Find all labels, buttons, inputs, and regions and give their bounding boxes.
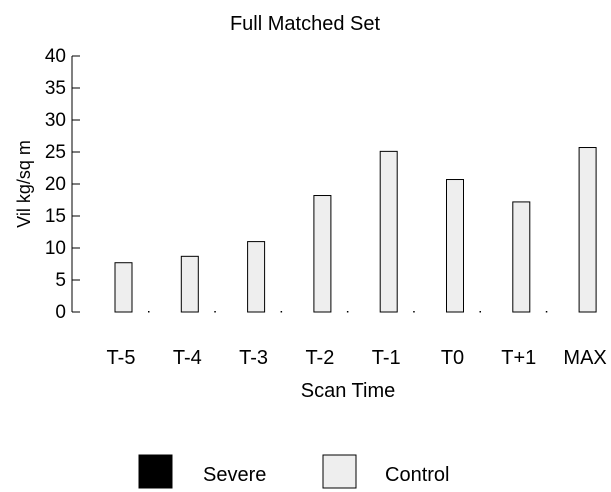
bar-control-T+1 (512, 201, 531, 313)
baseline-mark (214, 311, 216, 313)
x-tick-label-T-5: T-5 (107, 347, 136, 369)
y-axis-label: Vil kg/sq m (14, 140, 34, 228)
y-tick-label: 35 (45, 78, 66, 99)
y-tick-label: 25 (45, 142, 66, 163)
y-tick-label: 5 (55, 270, 66, 291)
x-tick-label-T-1: T-1 (372, 347, 401, 369)
legend-swatch-severe (138, 454, 173, 489)
bar-control-T-2 (313, 195, 332, 313)
legend-label-severe: Severe (203, 464, 266, 486)
bar-control-T0 (446, 179, 464, 313)
y-tick-label: 10 (45, 238, 66, 259)
x-tick-label-T+1: T+1 (501, 347, 536, 369)
baseline-mark (479, 311, 481, 313)
x-axis-tick-labels: T-5 T-4 T-3 T-2 T-1 T0 T+1 MAX (107, 347, 607, 369)
bars (114, 147, 597, 313)
baseline-mark (545, 311, 548, 313)
x-axis-label: Scan Time (301, 380, 395, 402)
legend: Severe Control (138, 454, 449, 489)
baseline-mark (280, 311, 283, 313)
y-axis-ticks: 0 5 10 15 20 25 30 35 40 (45, 46, 80, 323)
y-tick-label: 15 (45, 206, 66, 227)
baseline-mark (148, 311, 150, 313)
bar-control-T-1 (379, 150, 398, 313)
x-tick-label-T-3: T-3 (239, 347, 268, 369)
chart-title: Full Matched Set (230, 13, 381, 35)
legend-label-control: Control (385, 464, 449, 486)
legend-swatch-control (322, 454, 357, 489)
x-tick-label-T-4: T-4 (173, 347, 202, 369)
x-tick-label-T-2: T-2 (305, 347, 334, 369)
y-tick-label: 0 (55, 302, 66, 323)
x-tick-label-MAX: MAX (563, 347, 606, 369)
bar-control-T-4 (180, 255, 199, 313)
baseline-mark (346, 311, 349, 313)
y-tick-label: 30 (45, 110, 66, 131)
y-tick-label: 20 (45, 174, 66, 195)
bar-control-T-5 (114, 262, 133, 313)
bar-control-T-3 (247, 241, 266, 313)
bar-control-MAX (578, 147, 597, 313)
x-tick-label-T0: T0 (441, 347, 464, 369)
y-tick-label: 40 (45, 46, 66, 67)
baseline-mark (413, 311, 415, 313)
